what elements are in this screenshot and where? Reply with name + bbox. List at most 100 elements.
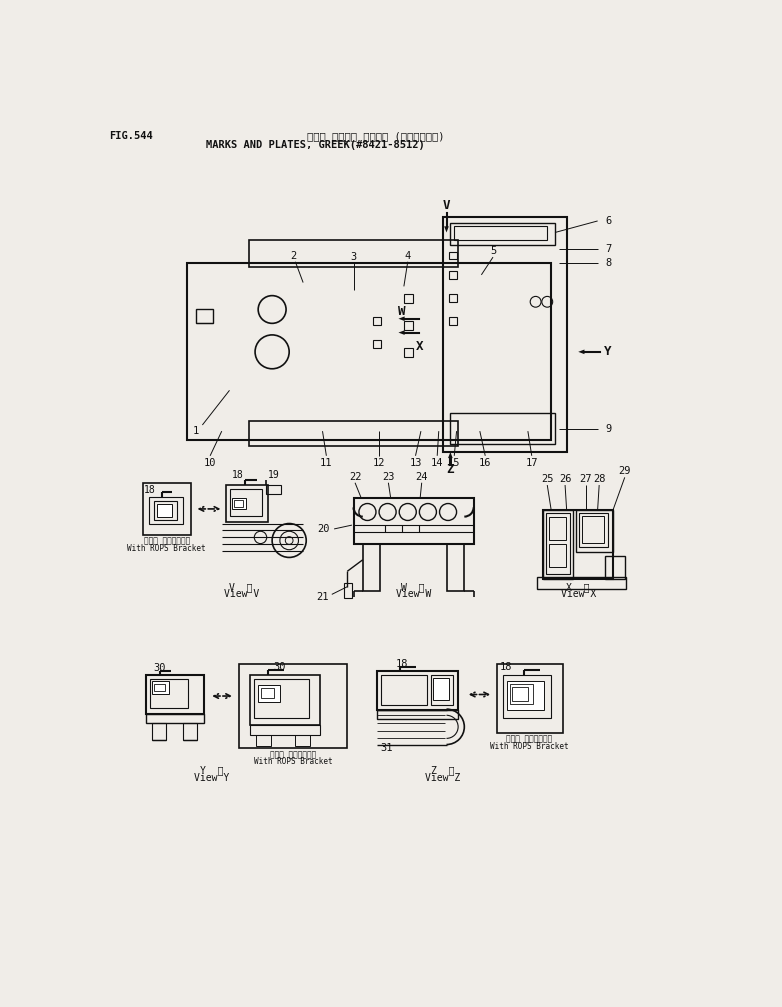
Bar: [605, 556, 625, 579]
Text: View V: View V: [224, 589, 259, 599]
Bar: [353, 498, 474, 545]
Bar: [154, 684, 165, 692]
Text: 17: 17: [526, 458, 538, 467]
Text: W  機: W 機: [401, 582, 425, 592]
Bar: [512, 687, 528, 701]
Bar: [447, 545, 465, 590]
Text: V: V: [443, 199, 450, 212]
Text: ロプス ブラケット付: ロプス ブラケット付: [506, 735, 553, 743]
Bar: [226, 485, 268, 522]
Text: 21: 21: [316, 592, 328, 602]
Bar: [549, 518, 566, 541]
Bar: [404, 294, 413, 303]
Polygon shape: [578, 349, 584, 354]
Text: With ROPS Bracket: With ROPS Bracket: [490, 741, 569, 750]
Text: W: W: [398, 304, 405, 317]
Text: 27: 27: [579, 474, 592, 484]
Text: 20: 20: [317, 524, 330, 534]
Text: 30: 30: [153, 663, 166, 673]
Bar: [152, 682, 169, 694]
Text: MARKS AND PLATES, GREEK(#8421-8512): MARKS AND PLATES, GREEK(#8421-8512): [206, 140, 425, 150]
Bar: [404, 321, 413, 330]
Bar: [373, 340, 381, 348]
Text: X: X: [415, 340, 423, 352]
Bar: [250, 725, 320, 734]
Text: 18: 18: [396, 659, 409, 669]
Bar: [363, 545, 380, 590]
Text: View Z: View Z: [425, 772, 461, 782]
Bar: [153, 501, 177, 520]
Text: 23: 23: [382, 471, 395, 481]
Text: 15: 15: [448, 458, 461, 467]
Bar: [145, 676, 204, 714]
Text: 19: 19: [268, 470, 280, 480]
Bar: [258, 685, 280, 702]
Bar: [239, 664, 347, 748]
Text: View W: View W: [396, 589, 431, 599]
Polygon shape: [399, 316, 404, 321]
Bar: [537, 577, 626, 589]
Text: Z  機: Z 機: [431, 765, 454, 775]
Text: FIG.544: FIG.544: [109, 131, 153, 141]
Text: With ROPS Bracket: With ROPS Bracket: [127, 544, 206, 553]
Text: 2: 2: [291, 251, 297, 261]
Bar: [431, 676, 453, 705]
Text: 1: 1: [193, 426, 199, 436]
Bar: [250, 676, 320, 725]
Text: 14: 14: [431, 458, 443, 467]
Text: 12: 12: [373, 458, 386, 467]
Text: View Y: View Y: [194, 772, 229, 782]
Bar: [510, 685, 533, 704]
Bar: [503, 676, 551, 718]
Text: X  機: X 機: [566, 582, 590, 592]
Text: 28: 28: [593, 474, 605, 484]
Bar: [249, 241, 458, 267]
Bar: [142, 482, 191, 535]
Bar: [229, 489, 262, 516]
Bar: [260, 688, 274, 698]
Bar: [295, 734, 310, 746]
Text: 22: 22: [349, 471, 361, 481]
Text: 18: 18: [144, 485, 156, 495]
Text: V  機: V 機: [229, 582, 253, 592]
Bar: [549, 545, 566, 567]
Bar: [543, 510, 573, 579]
Bar: [152, 723, 166, 740]
Bar: [450, 414, 555, 444]
Text: 10: 10: [204, 458, 217, 467]
Bar: [543, 510, 613, 579]
Bar: [547, 513, 570, 574]
Bar: [449, 317, 457, 325]
Bar: [256, 734, 271, 746]
Text: View X: View X: [561, 589, 596, 599]
Text: 30: 30: [274, 662, 286, 672]
Bar: [579, 513, 608, 548]
Polygon shape: [444, 227, 449, 233]
Polygon shape: [399, 330, 404, 335]
Bar: [187, 263, 551, 440]
Text: 24: 24: [415, 471, 428, 481]
Text: With ROPS Bracket: With ROPS Bracket: [253, 757, 332, 766]
Text: ロプス ブラケット付: ロプス ブラケット付: [144, 537, 190, 546]
Bar: [404, 348, 413, 357]
Text: 5: 5: [490, 246, 496, 256]
Bar: [254, 679, 309, 718]
Bar: [582, 516, 604, 543]
Text: 25: 25: [541, 474, 554, 484]
Bar: [381, 676, 427, 705]
Text: 6: 6: [605, 215, 612, 226]
Text: Z: Z: [447, 463, 454, 476]
Text: 9: 9: [605, 424, 612, 434]
Bar: [196, 309, 213, 323]
Bar: [443, 218, 567, 452]
Text: 18: 18: [231, 470, 243, 480]
Bar: [576, 510, 613, 552]
Text: 4: 4: [404, 251, 411, 261]
Bar: [449, 294, 457, 302]
Bar: [344, 583, 352, 598]
Bar: [373, 317, 381, 325]
Text: 16: 16: [479, 458, 492, 467]
Text: ロプス ブラケット付: ロプス ブラケット付: [270, 750, 316, 759]
Bar: [249, 421, 458, 446]
Bar: [145, 714, 204, 723]
